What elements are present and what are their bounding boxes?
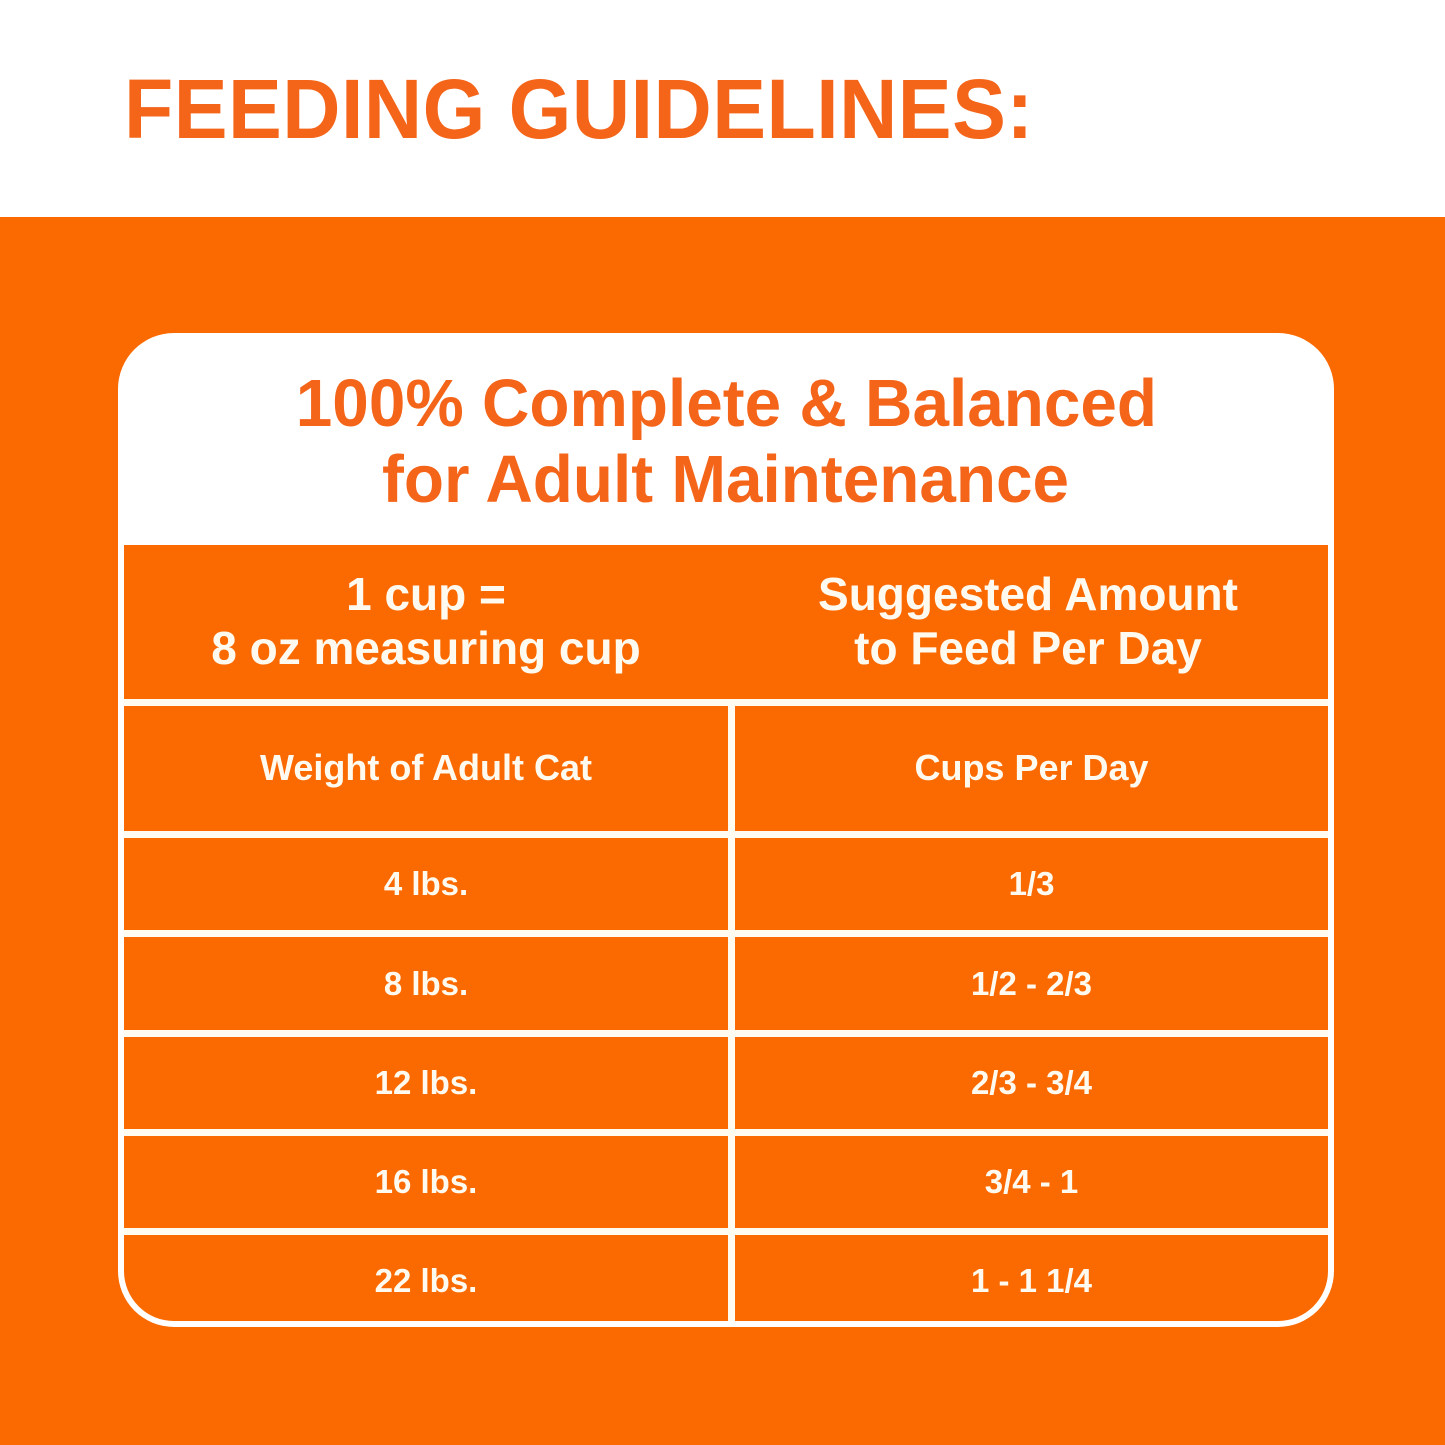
table-row: 4 lbs. 1/3: [124, 838, 1328, 931]
page-title: FEEDING GUIDELINES:: [124, 61, 1034, 156]
table-intro-row: 1 cup = 8 oz measuring cup Suggested Amo…: [124, 545, 1328, 699]
intro-cup-line-1: 1 cup =: [346, 568, 506, 621]
intro-amount-line-1: Suggested Amount: [818, 568, 1238, 621]
feeding-table: 1 cup = 8 oz measuring cup Suggested Amo…: [124, 545, 1328, 1321]
table-row: 8 lbs. 1/2 - 2/3: [124, 937, 1328, 1030]
cell-cups: 1/3: [735, 838, 1328, 931]
table-row: 16 lbs. 3/4 - 1: [124, 1135, 1328, 1228]
intro-cup-line-2: 8 oz measuring cup: [211, 621, 641, 674]
intro-cell-suggested-amount: Suggested Amount to Feed Per Day: [728, 545, 1328, 699]
cell-cups: 1/2 - 2/3: [735, 937, 1328, 1030]
card-inner: 100% Complete & Balanced for Adult Maint…: [124, 339, 1328, 1321]
intro-cell-cup-definition: 1 cup = 8 oz measuring cup: [124, 545, 728, 699]
column-header-weight: Weight of Adult Cat: [124, 705, 728, 832]
cell-cups: 1 - 1 1/4: [735, 1234, 1328, 1321]
cell-weight: 12 lbs.: [124, 1036, 728, 1129]
cell-weight: 22 lbs.: [124, 1234, 728, 1321]
card-headline: 100% Complete & Balanced for Adult Maint…: [124, 339, 1328, 545]
table-column-header-row: Weight of Adult Cat Cups Per Day: [124, 705, 1328, 832]
cell-cups: 3/4 - 1: [735, 1135, 1328, 1228]
page-header-band: FEEDING GUIDELINES:: [0, 0, 1445, 217]
card-headline-line-1: 100% Complete & Balanced: [295, 366, 1157, 442]
column-header-cups: Cups Per Day: [735, 705, 1328, 832]
table-row: 22 lbs. 1 - 1 1/4: [124, 1234, 1328, 1321]
cell-weight: 8 lbs.: [124, 937, 728, 1030]
table-row: 12 lbs. 2/3 - 3/4: [124, 1036, 1328, 1129]
cell-weight: 4 lbs.: [124, 838, 728, 931]
card-headline-line-2: for Adult Maintenance: [382, 442, 1070, 517]
feeding-guidelines-card: 100% Complete & Balanced for Adult Maint…: [118, 333, 1334, 1327]
cell-weight: 16 lbs.: [124, 1135, 728, 1228]
cell-cups: 2/3 - 3/4: [735, 1036, 1328, 1129]
intro-amount-line-2: to Feed Per Day: [854, 621, 1202, 674]
